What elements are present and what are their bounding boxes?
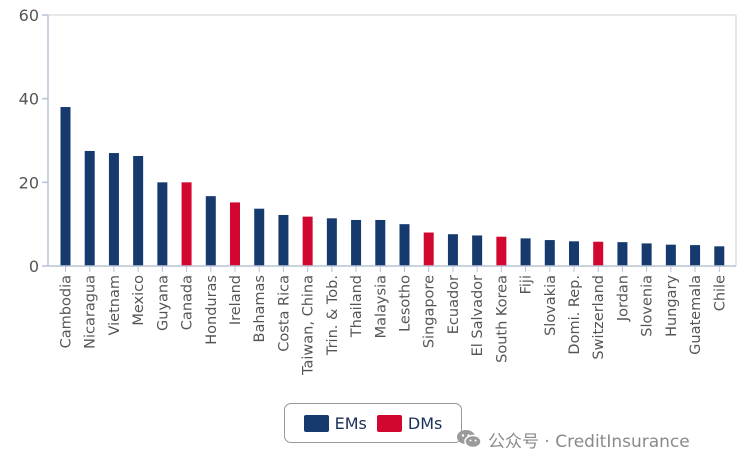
watermark-text: 公众号 · CreditInsurance: [488, 431, 690, 452]
x-tick-label: Trin. & Tob.: [325, 275, 341, 356]
bar-hungary[interactable]: [665, 244, 676, 266]
x-tick-label: Switzerland: [591, 275, 607, 360]
y-tick-label: 20: [19, 173, 39, 192]
x-tick-label: Nicaragua: [83, 275, 99, 349]
x-tick-label: Fiji: [519, 275, 535, 294]
bar-chile[interactable]: [714, 246, 725, 266]
legend: EMs DMs: [284, 403, 462, 443]
bar-guatemala[interactable]: [690, 245, 701, 266]
bar-singapore[interactable]: [423, 232, 434, 266]
bar-el-salvador[interactable]: [472, 235, 483, 266]
bar-south-korea[interactable]: [496, 236, 507, 266]
bar-nicaragua[interactable]: [84, 150, 95, 266]
x-tick-label: Singapore: [422, 275, 438, 348]
x-tick-label: Guyana: [155, 275, 171, 331]
bar-slovakia[interactable]: [544, 240, 555, 266]
watermark: 公众号 · CreditInsurance: [456, 427, 690, 452]
x-tick-label: Chile: [712, 275, 728, 311]
x-tick-label: Vietnam: [107, 275, 123, 335]
legend-label-ems: EMs: [334, 413, 367, 433]
legend-swatch-ems: [303, 414, 329, 432]
bar-canada[interactable]: [181, 182, 192, 266]
bar-vietnam[interactable]: [108, 153, 119, 266]
x-tick-label: Costa Rica: [276, 275, 292, 352]
bars: [60, 107, 725, 267]
bar-honduras[interactable]: [205, 196, 216, 266]
x-tick-label: Lesotho: [398, 275, 414, 332]
legend-item-ems[interactable]: EMs: [303, 413, 367, 433]
bar-domi-rep[interactable]: [569, 241, 579, 266]
bar-cambodia[interactable]: [60, 107, 71, 267]
x-tick-label: Slovakia: [543, 275, 559, 336]
x-tick-label: El Salvador: [470, 275, 486, 356]
bar-ireland[interactable]: [230, 202, 240, 266]
bar-taiwan-china[interactable]: [302, 216, 313, 266]
bar-costa-rica[interactable]: [278, 214, 289, 266]
bar-lesotho[interactable]: [399, 224, 410, 266]
x-tick-label: Ecuador: [446, 275, 462, 334]
bar-guyana[interactable]: [157, 182, 168, 266]
legend-swatch-dms: [376, 414, 402, 432]
axes: [47, 14, 737, 272]
x-tick-label: Malaysia: [373, 275, 389, 338]
legend-item-dms[interactable]: DMs: [376, 413, 443, 433]
bar-mexico[interactable]: [133, 155, 144, 266]
x-tick-label: Ireland: [228, 275, 244, 325]
y-axis-ticks: 0 20 40 60: [19, 6, 48, 276]
bar-jordan[interactable]: [617, 242, 628, 266]
x-tick-label: Domi. Rep.: [567, 275, 583, 355]
bar-trin-tob[interactable]: [326, 218, 337, 266]
bar-ecuador[interactable]: [447, 234, 458, 266]
y-tick-label: 40: [19, 90, 39, 109]
legend-label-dms: DMs: [407, 413, 443, 433]
x-tick-label: Taiwan, China: [301, 275, 317, 376]
bar-malaysia[interactable]: [375, 219, 386, 266]
x-axis-labels: Cambodia Nicaragua Vietnam Mexico Guyana Cana…: [59, 275, 729, 376]
bar-slovenia[interactable]: [641, 243, 652, 266]
y-tick-label: 0: [29, 257, 39, 276]
x-tick-label: Thailand: [349, 275, 365, 338]
bar-bahamas[interactable]: [254, 208, 265, 266]
x-tick-label: South Korea: [494, 275, 510, 363]
x-tick-label: Guatemala: [688, 275, 704, 355]
x-tick-label: Mexico: [131, 275, 147, 326]
x-tick-label: Jordan: [615, 275, 631, 322]
wechat-icon: [457, 430, 482, 449]
x-tick-label: Canada: [180, 275, 196, 330]
bar-switzerland[interactable]: [593, 241, 604, 266]
x-tick-label: Hungary: [664, 275, 680, 337]
bar-thailand[interactable]: [351, 219, 362, 266]
x-tick-label: Bahamas: [252, 275, 268, 342]
bar-chart: 0 20 40 60 Cambodia Nicaragua Vietnam Mexico Gu…: [19, 6, 737, 376]
x-tick-label: Slovenia: [640, 275, 656, 337]
y-tick-label: 60: [19, 6, 39, 25]
x-tick-label: Honduras: [204, 275, 220, 345]
bar-fiji[interactable]: [520, 238, 531, 266]
x-tick-label: Cambodia: [59, 275, 75, 348]
